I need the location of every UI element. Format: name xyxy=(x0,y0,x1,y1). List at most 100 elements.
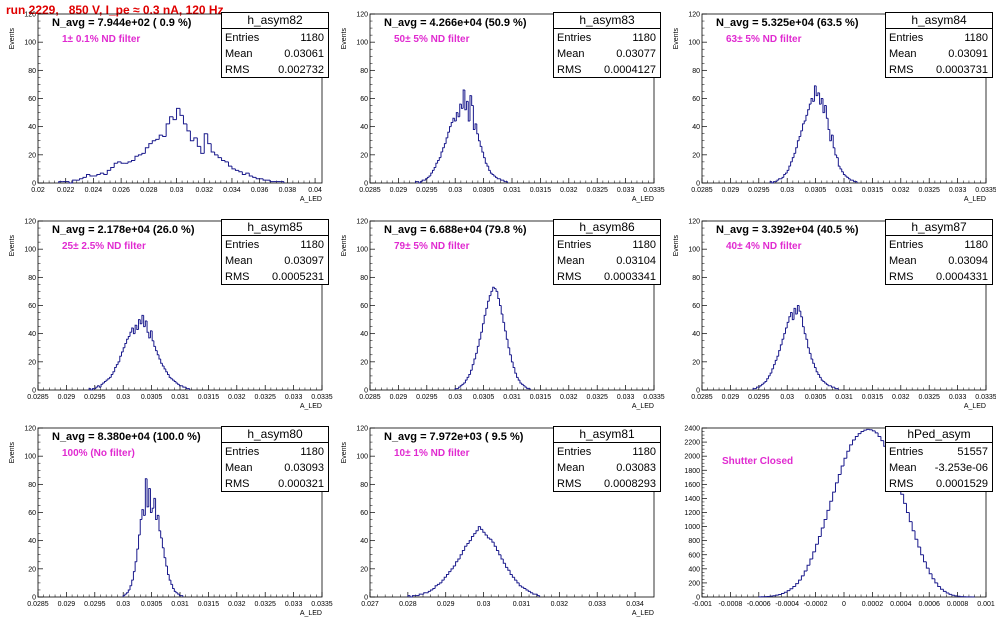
histogram-bin xyxy=(58,181,63,183)
navg-label: N_avg = 4.266e+04 (50.9 %) xyxy=(384,17,527,29)
x-axis-title: A_LED xyxy=(632,196,654,203)
histogram-bin xyxy=(857,433,862,437)
histogram-bin xyxy=(785,327,788,334)
filter-note: 1± 0.1% ND filter xyxy=(62,34,141,45)
x-tick-label: 0.0305 xyxy=(473,394,495,401)
histogram-bin xyxy=(495,546,499,552)
histogram-bin xyxy=(514,367,517,374)
histogram-pad: 0.0285 0.029 0.0295 0.03 0.0305 0.031 0.0315 0.… xyxy=(0,414,333,621)
y-tick-label: 600 xyxy=(688,552,700,559)
x-tick-label: 0.03 xyxy=(477,601,491,608)
histogram-bin xyxy=(207,133,212,145)
histogram-bin xyxy=(516,580,520,584)
y-tick-label: 120 xyxy=(24,426,36,433)
histogram-bin xyxy=(795,583,799,587)
histogram-bin xyxy=(115,364,119,368)
stats-value-mean: 0.03083 xyxy=(616,462,656,474)
stats-row-mean: Mean 0.03104 xyxy=(557,253,656,269)
y-tick-label: 20 xyxy=(360,566,368,573)
y-tick-label: 60 xyxy=(28,510,36,517)
histogram-bin xyxy=(139,519,142,536)
histogram-bin xyxy=(530,591,533,594)
histogram-bin xyxy=(172,584,175,590)
y-tick-label: 0 xyxy=(364,181,368,188)
stats-row-entries: Entries 1180 xyxy=(557,30,656,46)
histogram-bin xyxy=(107,378,110,381)
histogram-bin xyxy=(914,530,918,540)
histogram-bin xyxy=(466,100,469,110)
x-tick-label: 0.0006 xyxy=(918,601,940,608)
histogram-bin xyxy=(182,385,185,388)
x-tick-label: 0.0315 xyxy=(198,394,220,401)
histogram-bin xyxy=(509,347,512,356)
histogram-bin xyxy=(817,535,822,545)
histogram-bin xyxy=(168,374,171,378)
histogram-pad: 0.0285 0.029 0.0295 0.03 0.0305 0.031 0.0315 0.… xyxy=(664,207,996,414)
histogram-plot: 0.02 0.022 0.024 0.026 0.028 0.03 0.032 0.034 0.… xyxy=(9,12,323,203)
histogram-bin xyxy=(820,527,825,537)
histogram-bin xyxy=(810,98,813,105)
histogram-bin xyxy=(778,593,782,596)
histogram-bin xyxy=(255,177,260,180)
stats-label: Mean xyxy=(225,255,253,267)
histogram-name: h_asym87 xyxy=(885,219,993,236)
stats-row-entries: Entries 1180 xyxy=(557,237,656,253)
histogram-bin xyxy=(874,430,879,434)
histogram-bin xyxy=(182,115,187,125)
histogram-bin xyxy=(489,170,493,174)
x-tick-label: 0.0295 xyxy=(748,187,770,194)
histogram-bin xyxy=(500,554,504,560)
x-tick-label: 0.029 xyxy=(390,187,408,194)
x-tick-label: 0.034 xyxy=(223,187,241,194)
x-tick-label: 0.0315 xyxy=(862,187,884,194)
x-axis-title: A_LED xyxy=(300,403,322,410)
stats-label: Entries xyxy=(225,239,260,251)
histogram-bin xyxy=(196,137,201,147)
histogram-bin xyxy=(951,594,955,596)
histogram-bin xyxy=(89,174,94,177)
y-tick-label: 120 xyxy=(356,12,368,19)
histogram-bin xyxy=(786,321,789,329)
histogram-bin xyxy=(158,134,163,140)
y-tick-label: 2400 xyxy=(684,426,700,433)
y-tick-label: 100 xyxy=(688,40,700,47)
histogram-bin xyxy=(120,161,125,164)
y-tick-label: 100 xyxy=(356,40,368,47)
x-tick-label: 0.031 xyxy=(171,601,189,608)
histogram-bin xyxy=(423,592,427,595)
histogram-bin xyxy=(812,551,816,559)
histogram-bin xyxy=(238,170,243,173)
histogram-bin xyxy=(459,103,462,117)
y-tick-label: 120 xyxy=(356,219,368,226)
histogram-bin xyxy=(185,387,188,390)
histogram-bin xyxy=(788,165,791,171)
x-tick-label: 0.02 xyxy=(31,187,45,194)
histogram-bin xyxy=(103,381,107,383)
stats-value-rms: 0.0005231 xyxy=(272,271,324,283)
stats-value-entries: 1180 xyxy=(964,239,988,251)
x-tick-label: 0.0315 xyxy=(198,601,220,608)
y-tick-label: 20 xyxy=(28,359,36,366)
histogram-bin xyxy=(776,179,779,182)
y-axis-title: Events xyxy=(341,28,348,50)
histogram-bin xyxy=(173,380,177,383)
histogram-bin xyxy=(177,382,180,385)
histogram-bin xyxy=(431,169,435,174)
x-tick-label: 0.0325 xyxy=(586,187,608,194)
stats-label: RMS xyxy=(889,64,914,76)
stats-value-entries: 1180 xyxy=(300,239,324,251)
y-tick-label: 80 xyxy=(360,68,368,75)
filter-note: 100% (No filter) xyxy=(62,448,135,459)
stats-value-mean: 0.03104 xyxy=(616,255,656,267)
histogram-bin xyxy=(165,123,170,137)
x-tick-label: 0.026 xyxy=(112,187,130,194)
histogram-bin xyxy=(791,312,795,321)
histogram-pad: 0.0285 0.029 0.0295 0.03 0.0305 0.031 0.0315 0.… xyxy=(664,0,996,207)
histogram-bin xyxy=(411,595,415,597)
x-tick-label: 0.0335 xyxy=(643,394,665,401)
histogram-bin xyxy=(165,557,168,567)
x-tick-label: 0.0285 xyxy=(691,394,713,401)
x-tick-label: 0.033 xyxy=(617,394,635,401)
histogram-bin xyxy=(119,355,122,362)
histogram-pad: 0.02 0.022 0.024 0.026 0.028 0.03 0.032 0.034 0.… xyxy=(0,0,332,207)
